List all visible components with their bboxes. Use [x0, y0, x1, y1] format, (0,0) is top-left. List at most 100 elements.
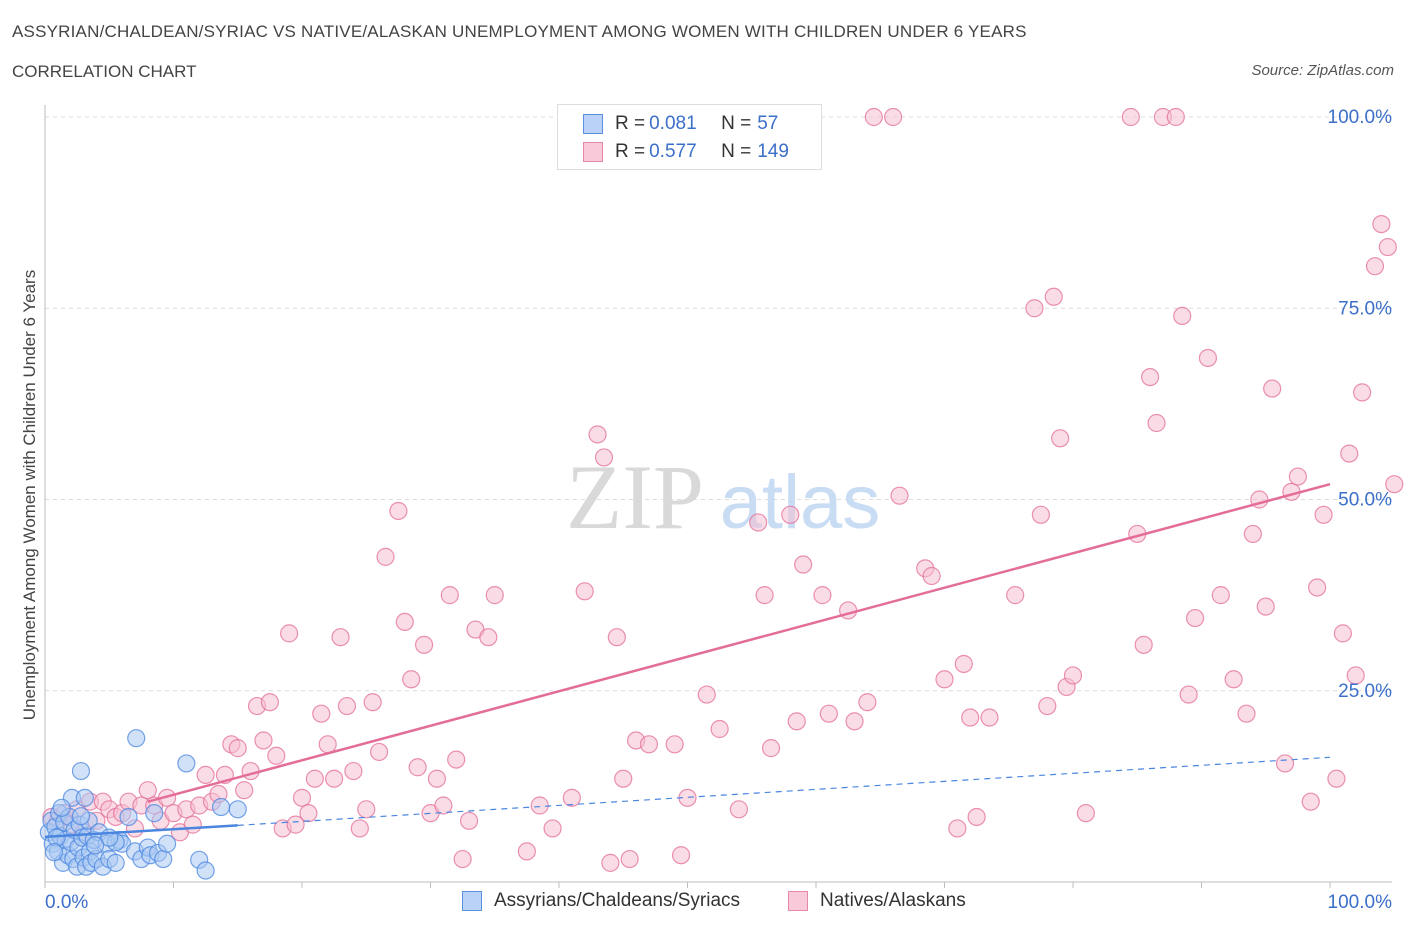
point-native — [671, 846, 691, 865]
point-native — [1327, 769, 1346, 788]
legend-r-value: 0.577 — [649, 141, 697, 162]
point-native — [954, 654, 973, 674]
point-native — [607, 628, 626, 647]
point-native — [1185, 608, 1205, 628]
point-assyrian — [44, 843, 64, 862]
point-native — [1263, 379, 1282, 398]
point-native — [1275, 754, 1295, 773]
point-native — [1378, 237, 1397, 257]
point-native — [1308, 578, 1327, 597]
point-native — [948, 819, 967, 838]
point-assyrian — [228, 800, 247, 819]
point-native — [389, 501, 408, 521]
point-native — [594, 448, 614, 467]
point-native — [1385, 475, 1404, 494]
point-native — [260, 693, 279, 712]
point-assyrian — [71, 761, 91, 781]
data-points — [39, 107, 1404, 880]
point-assyrian — [154, 849, 173, 869]
point-native — [286, 815, 305, 834]
point-native — [1166, 107, 1185, 127]
point-native — [1333, 624, 1352, 643]
legend-n-label: N = — [721, 141, 752, 162]
point-native — [183, 815, 202, 834]
point-native — [819, 704, 838, 723]
point-assyrian — [86, 836, 105, 855]
point-native — [459, 811, 479, 830]
point-native — [1006, 586, 1025, 605]
point-native — [1211, 586, 1230, 605]
point-assyrian — [196, 861, 215, 880]
point-native — [292, 788, 312, 807]
point-native — [1237, 704, 1256, 723]
legend-row-assyrians: R = 0.081 N = 57 — [583, 112, 778, 136]
point-native — [665, 735, 684, 754]
legend-r-value: 0.081 — [649, 113, 697, 134]
point-assyrian — [71, 807, 91, 826]
point-native — [1340, 444, 1359, 463]
point-native — [530, 796, 549, 815]
point-native — [864, 107, 883, 127]
point-native — [1314, 505, 1333, 524]
point-native — [408, 758, 427, 777]
legend-item-natives[interactable]: Natives/Alaskans — [788, 888, 966, 914]
point-native — [280, 624, 299, 643]
point-assyrian — [157, 834, 177, 853]
point-native — [1038, 696, 1057, 716]
point-native — [1140, 368, 1160, 387]
point-assyrian — [106, 853, 125, 872]
point-native — [228, 739, 247, 758]
point-native — [620, 849, 639, 869]
point-native — [440, 586, 459, 605]
point-native — [447, 750, 466, 769]
y-axis-label: Unemployment Among Women with Children U… — [20, 269, 39, 721]
point-native — [1031, 505, 1050, 524]
point-native — [813, 586, 832, 605]
point-native — [935, 670, 954, 689]
point-native — [138, 781, 157, 800]
point-native — [363, 693, 382, 712]
trend-line-natives — [147, 482, 1331, 803]
point-native — [1346, 666, 1365, 685]
legend-item-assyrians[interactable]: Assyrians/Chaldeans/Syriacs — [462, 888, 740, 914]
point-native — [337, 696, 357, 716]
point-native — [1044, 287, 1063, 306]
point-native — [235, 781, 254, 800]
trend-line-assyrians-extension — [237, 756, 1331, 826]
point-native — [370, 742, 389, 762]
legend-swatch-blue — [583, 114, 603, 134]
point-native — [427, 769, 447, 788]
point-native — [414, 635, 434, 654]
trend-line-assyrians — [44, 824, 238, 839]
point-native — [961, 708, 980, 727]
point-native — [1224, 670, 1243, 689]
point-native — [1353, 383, 1372, 402]
point-native — [883, 107, 903, 127]
point-native — [325, 769, 344, 788]
point-assyrian — [145, 804, 164, 823]
y-tick-label: 50.0% — [1338, 490, 1392, 511]
y-tick-label: 25.0% — [1338, 681, 1392, 702]
point-native — [254, 731, 273, 750]
point-native — [1198, 348, 1218, 368]
legend-row-natives: R = 0.577 N = 149 — [583, 140, 789, 164]
point-native — [543, 819, 562, 838]
point-native — [357, 800, 376, 819]
legend-swatch-pink — [788, 891, 808, 911]
point-native — [402, 670, 421, 689]
point-native — [588, 425, 607, 444]
point-native — [729, 800, 749, 819]
point-native — [376, 547, 395, 566]
point-assyrian — [127, 729, 146, 748]
point-native — [1063, 666, 1083, 685]
legend-swatch-blue — [462, 891, 482, 911]
point-native — [1372, 215, 1391, 234]
point-native — [761, 739, 781, 758]
legend-r-label: R = — [615, 113, 646, 134]
x-tick-label-min: 0.0% — [45, 892, 88, 913]
point-native — [1025, 299, 1044, 318]
point-assyrian — [177, 754, 196, 773]
point-native — [434, 796, 453, 815]
point-native — [1147, 413, 1166, 433]
